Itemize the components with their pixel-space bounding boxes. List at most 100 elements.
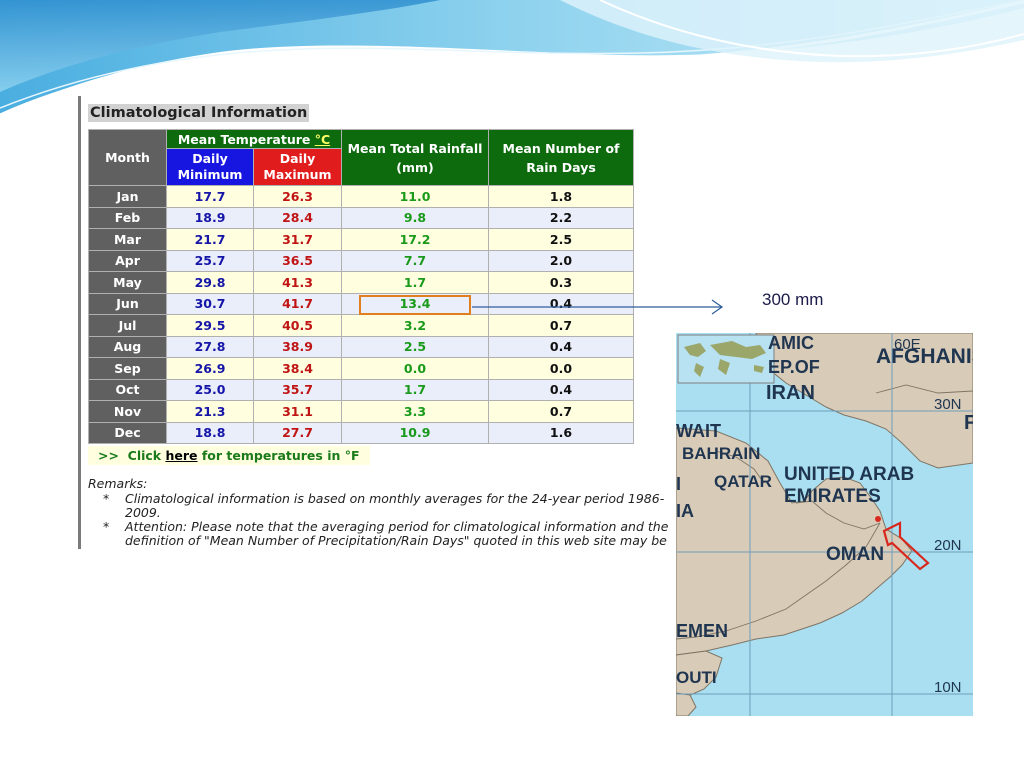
month-cell-value: Nov	[113, 403, 142, 419]
month-cell: Jun	[88, 292, 167, 315]
daily-max-cell: 38.4	[253, 357, 342, 380]
table-row: May 29.8 41.3 1.7 0.3	[88, 271, 634, 294]
rainfall-cell: 11.0	[341, 185, 489, 208]
panel-title: Climatological Information	[88, 104, 310, 122]
month-cell: Jul	[88, 314, 167, 337]
rain-days-cell: 0.4	[488, 378, 634, 401]
daily-min-cell-value: 27.8	[194, 339, 226, 355]
table-row: Sep 26.9 38.4 0.0 0.0	[88, 357, 634, 380]
climate-table: Month Mean Temperature °C Mean Total Rai…	[88, 129, 634, 444]
daily-max-cell: 38.9	[253, 335, 342, 358]
climate-table-body: Jan 17.7 26.3 11.0 1.8 Feb 18.9 28.4 9.8 2.2 Mar 21…	[88, 185, 634, 444]
rainfall-cell-value: 2.5	[403, 339, 427, 355]
rain-days-cell-value: 1.6	[549, 425, 573, 441]
rainfall-cell: 9.8	[341, 206, 489, 229]
daily-max-cell: 36.5	[253, 249, 342, 272]
daily-min-cell: 29.5	[166, 314, 254, 337]
rain-days-cell: 0.4	[488, 292, 634, 315]
rainfall-cell: 1.7	[341, 378, 489, 401]
daily-max-cell-value: 27.7	[282, 425, 313, 441]
daily-max-cell: 40.5	[253, 314, 342, 337]
daily-min-cell-value: 25.0	[194, 382, 226, 398]
map-panel: AMIC EP.OF IRAN AFGHANIS WAIT BAHRAIN QA…	[676, 333, 973, 716]
rainfall-cell-value: 11.0	[399, 188, 431, 204]
header-mean-temperature: Mean Temperature °C	[166, 129, 342, 149]
daily-min-cell-value: 25.7	[194, 253, 226, 269]
daily-min-cell: 27.8	[166, 335, 254, 358]
month-cell: Nov	[88, 400, 167, 423]
rainfall-cell-value: 13.4	[399, 296, 431, 312]
daily-min-cell-value: 26.9	[194, 360, 226, 376]
mean-temp-label: Mean Temperature	[177, 131, 315, 147]
daily-max-cell: 35.7	[253, 378, 342, 401]
rain-days-cell-value: 0.4	[549, 296, 573, 312]
slide-wave-header	[0, 0, 1024, 117]
daily-max-cell: 41.3	[253, 271, 342, 294]
daily-min-cell: 26.9	[166, 357, 254, 380]
header-rainfall: Mean Total Rainfall (mm)	[341, 129, 489, 186]
month-cell-value: Jul	[118, 317, 137, 333]
map-label-10n: 10N	[934, 679, 962, 696]
rainfall-cell-value: 17.2	[399, 231, 431, 247]
here-link[interactable]: here	[165, 448, 198, 463]
daily-max-cell: 31.1	[253, 400, 342, 423]
month-cell-value: Oct	[115, 382, 140, 398]
table-row: Jun 30.7 41.7 13.4 0.4	[88, 292, 634, 315]
daily-max-cell-value: 28.4	[282, 210, 313, 226]
table-row: Mar 21.7 31.7 17.2 2.5	[88, 228, 634, 251]
month-cell-value: Apr	[115, 253, 140, 269]
remarks-heading: Remarks:	[88, 476, 148, 491]
rainfall-cell-value: 7.7	[403, 253, 427, 269]
daily-min-cell: 18.9	[166, 206, 254, 229]
month-cell-value: Dec	[114, 425, 141, 441]
map-label-oman: OMAN	[826, 544, 884, 565]
daily-max-cell: 28.4	[253, 206, 342, 229]
daily-min-cell-value: 21.3	[194, 403, 226, 419]
remark-item-2-line-2: definition of "Mean Number of Precipitat…	[125, 532, 667, 548]
month-cell: Apr	[88, 249, 167, 272]
daily-max-cell-value: 31.1	[282, 403, 313, 419]
daily-max-cell-value: 38.4	[282, 360, 313, 376]
map-label-kuwait: WAIT	[676, 421, 721, 441]
daily-min-cell: 18.8	[166, 421, 254, 444]
month-cell-value: May	[113, 274, 142, 290]
rain-days-cell-value: 0.7	[549, 403, 573, 419]
table-row: Jul 29.5 40.5 3.2 0.7	[88, 314, 634, 337]
rainfall-cell-value: 1.7	[403, 274, 427, 290]
header-daily-max: Daily Maximum	[253, 148, 342, 186]
rain-days-cell-value: 0.4	[549, 382, 573, 398]
rainfall-cell-value: 3.3	[403, 403, 427, 419]
annotation-arrow-head	[711, 299, 724, 315]
remark-bullet: *	[103, 491, 110, 506]
header-month: Month	[88, 129, 167, 186]
rain-days-cell-value: 2.5	[549, 231, 573, 247]
daily-min-cell: 21.3	[166, 400, 254, 423]
table-row: Oct 25.0 35.7 1.7 0.4	[88, 378, 634, 401]
remark-item-1: Climatological information is based on m…	[125, 491, 665, 520]
daily-max-cell-value: 26.3	[282, 188, 313, 204]
highlight-box	[359, 294, 471, 315]
rainfall-cell: 13.4	[341, 292, 489, 315]
header-daily-min: Daily Minimum	[166, 148, 254, 186]
rain-days-cell-value: 1.8	[549, 188, 573, 204]
rain-days-cell-value: 0.7	[549, 317, 573, 333]
month-cell-value: Aug	[113, 339, 142, 355]
rain-days-cell-value: 2.0	[549, 253, 573, 269]
rain-days-cell: 2.2	[488, 206, 634, 229]
remark-bullet: *	[103, 519, 110, 534]
daily-min-cell: 17.7	[166, 185, 254, 208]
table-row: Feb 18.9 28.4 9.8 2.2	[88, 206, 634, 229]
daily-min-cell-value: 18.9	[194, 210, 226, 226]
map-label-60e: 60E	[894, 336, 921, 353]
daily-min-cell: 29.8	[166, 271, 254, 294]
rain-days-cell-value: 0.3	[549, 274, 573, 290]
rain-days-cell: 0.4	[488, 335, 634, 358]
map-label-bahrain: BAHRAIN	[682, 444, 760, 463]
month-cell: Aug	[88, 335, 167, 358]
celsius-link[interactable]: °C	[314, 131, 331, 147]
muscat-marker	[875, 516, 881, 522]
map-label-afghanistan: AFGHANIS	[876, 345, 973, 368]
daily-min-cell: 21.7	[166, 228, 254, 251]
table-row: Apr 25.7 36.5 7.7 2.0	[88, 249, 634, 272]
daily-max-cell: 27.7	[253, 421, 342, 444]
